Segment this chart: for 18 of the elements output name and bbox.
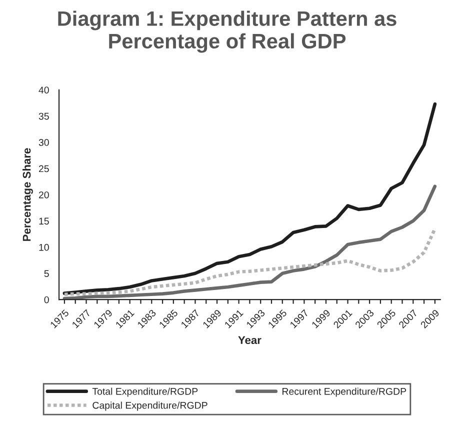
x-axis-title: Year bbox=[238, 336, 262, 344]
y-tick-label: 35 bbox=[38, 112, 49, 120]
y-tick-label: 0 bbox=[44, 296, 49, 304]
y-tick-label: 10 bbox=[39, 244, 49, 251]
chart-title: Diagram 1: Expenditure Pattern as Percentage of Real GDP bbox=[58, 10, 396, 53]
y-axis-title: Percentage Share bbox=[22, 148, 33, 241]
y-tick-label: 40 bbox=[38, 86, 49, 94]
y-tick-label: 30 bbox=[38, 139, 49, 146]
legend-label: Recurent Expenditure/RGDP bbox=[282, 388, 406, 397]
legend-label: Total Expenditure/RGDP bbox=[92, 388, 198, 397]
legend-label: Capital Expenditure/RGDP bbox=[92, 402, 208, 411]
y-tick-label: 15 bbox=[39, 218, 49, 225]
y-tick-label: 5 bbox=[44, 270, 49, 278]
line-series bbox=[62, 102, 437, 295]
line-series bbox=[62, 184, 437, 300]
y-tick-label: 20 bbox=[38, 191, 49, 198]
line-series bbox=[62, 227, 437, 296]
y-tick-label: 25 bbox=[38, 165, 49, 172]
